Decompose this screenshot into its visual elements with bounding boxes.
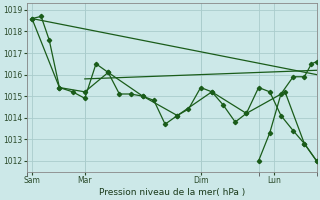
X-axis label: Pression niveau de la mer( hPa ): Pression niveau de la mer( hPa ) [99,188,245,197]
